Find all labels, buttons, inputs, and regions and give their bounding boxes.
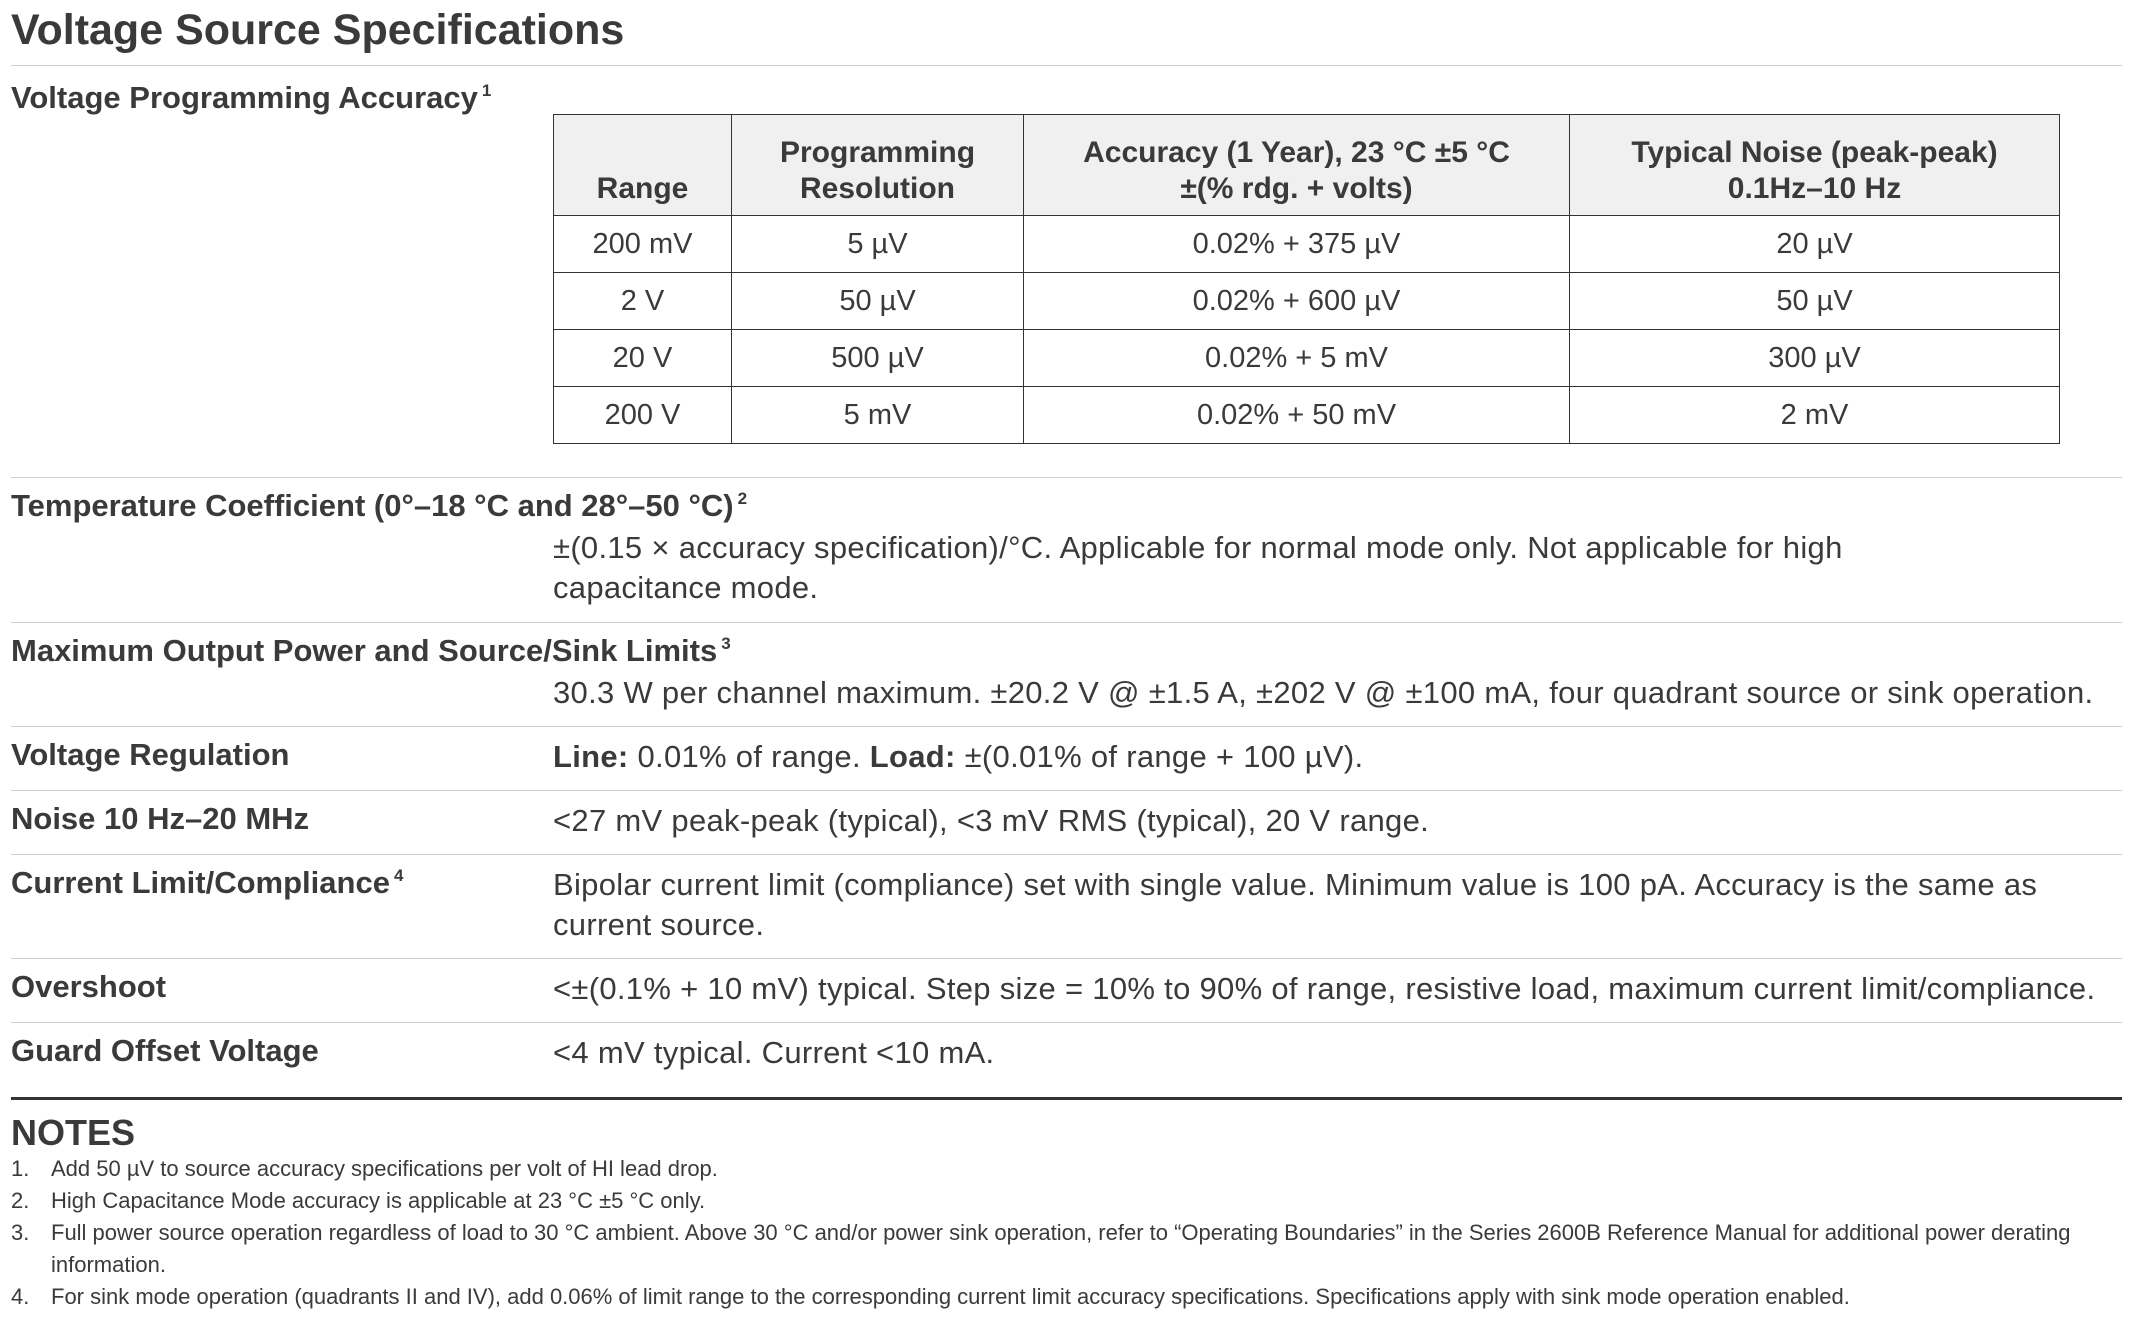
current-limit-value: Bipolar current limit (compliance) set w… [553, 867, 2038, 942]
cell-accuracy: 0.02% + 375 µV [1023, 215, 1570, 273]
cell-range: 200 V [553, 386, 732, 444]
cell-noise: 50 µV [1569, 272, 2060, 330]
cell-resolution: 5 mV [731, 386, 1024, 444]
overshoot-label: Overshoot [11, 969, 167, 1004]
cell-range: 200 mV [553, 215, 732, 273]
table-row: 200 V 5 mV 0.02% + 50 mV 2 mV [553, 386, 2060, 444]
cell-resolution: 500 µV [731, 329, 1024, 387]
page-title: Voltage Source Specifications [11, 6, 625, 54]
noise-value: <27 mV peak-peak (typical), <3 mV RMS (t… [553, 803, 1430, 838]
list-item: 4. For sink mode operation (quadrants II … [11, 1284, 1850, 1309]
current-limit-label: Current Limit/Compliance 4 [11, 865, 404, 900]
max-power-label: Maximum Output Power and Source/Sink Lim… [11, 633, 731, 668]
cell-noise: 300 µV [1569, 329, 2060, 387]
column-header-noise: Typical Noise (peak-peak) 0.1Hz–10 Hz [1569, 114, 2060, 216]
cell-resolution: 50 µV [731, 272, 1024, 330]
guard-value: <4 mV typical. Current <10 mA. [553, 1035, 995, 1070]
temp-coeff-label: Temperature Coefficient (0°–18 °C and 28… [11, 488, 748, 523]
cell-noise: 2 mV [1569, 386, 2060, 444]
regulation-label: Voltage Regulation [11, 737, 290, 772]
cell-range: 2 V [553, 272, 732, 330]
divider [11, 854, 2122, 855]
table-header-row: Range Programming Resolution Accuracy (1 … [553, 114, 2060, 216]
list-item: 1. Add 50 µV to source accuracy specifica… [11, 1156, 718, 1181]
list-item: 3. Full power source operation regardless… [11, 1220, 2071, 1277]
divider [11, 622, 2122, 623]
divider [11, 1022, 2122, 1023]
noise-label: Noise 10 Hz–20 MHz [11, 801, 310, 836]
overshoot-value: <±(0.1% + 10 mV) typical. Step size = 10… [553, 971, 2096, 1006]
cell-noise: 20 µV [1569, 215, 2060, 273]
notes-divider [11, 1097, 2122, 1100]
divider [11, 65, 2122, 66]
notes-title: NOTES [11, 1112, 136, 1153]
divider [11, 726, 2122, 727]
table-row: 200 mV 5 µV 0.02% + 375 µV 20 µV [553, 215, 2060, 273]
accuracy-table: Range Programming Resolution Accuracy (1 … [553, 114, 2060, 444]
cell-accuracy: 0.02% + 600 µV [1023, 272, 1570, 330]
footnote-ref: 2 [737, 489, 748, 508]
guard-label: Guard Offset Voltage [11, 1033, 319, 1068]
footnote-ref: 4 [393, 866, 404, 885]
regulation-value: Line: 0.01% of range. Load: ±(0.01% of r… [553, 739, 1364, 774]
cell-resolution: 5 µV [731, 215, 1024, 273]
notes-list: 1. Add 50 µV to source accuracy specifica… [11, 1153, 2122, 1313]
table-row: 2 V 50 µV 0.02% + 600 µV 50 µV [553, 272, 2060, 330]
column-header-range: Range [553, 114, 732, 216]
footnote-ref: 3 [721, 634, 731, 653]
divider [11, 958, 2122, 959]
cell-accuracy: 0.02% + 5 mV [1023, 329, 1570, 387]
footnote-ref: 1 [481, 81, 492, 100]
divider [11, 477, 2122, 478]
divider [11, 790, 2122, 791]
list-item: 2. High Capacitance Mode accuracy is appl… [11, 1188, 706, 1213]
temp-coeff-value: ±(0.15 × accuracy specification)/°C. App… [553, 530, 1843, 605]
cell-range: 20 V [553, 329, 732, 387]
column-header-resolution: Programming Resolution [731, 114, 1024, 216]
table-row: 20 V 500 µV 0.02% + 5 mV 300 µV [553, 329, 2060, 387]
max-power-value: 30.3 W per channel maximum. ±20.2 V @ ±1… [553, 675, 2094, 710]
column-header-accuracy: Accuracy (1 Year), 23 °C ±5 °C ±(% rdg. +… [1023, 114, 1570, 216]
cell-accuracy: 0.02% + 50 mV [1023, 386, 1570, 444]
accuracy-label: Voltage Programming Accuracy 1 [11, 80, 492, 115]
